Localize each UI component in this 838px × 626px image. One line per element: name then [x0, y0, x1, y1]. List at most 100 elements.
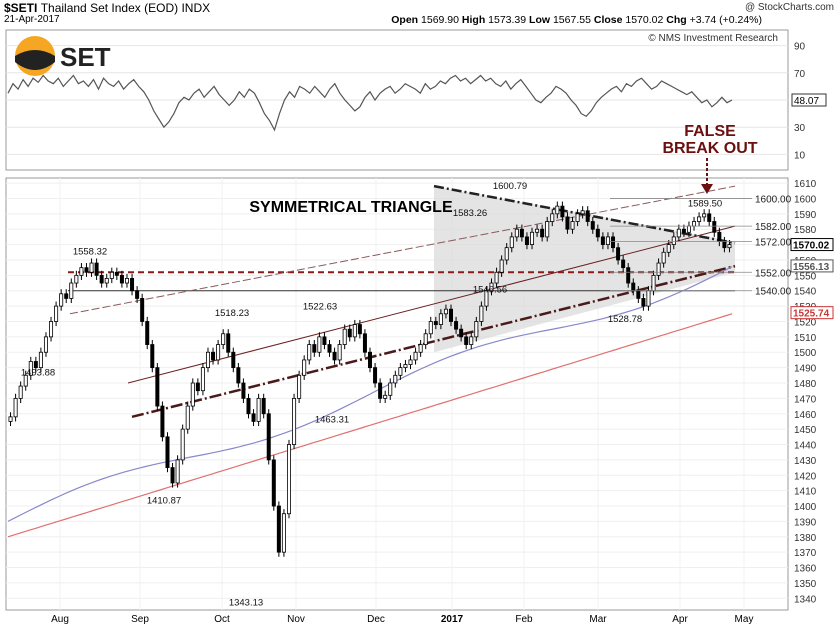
ma-blue [7, 266, 733, 522]
candle-body [79, 267, 84, 276]
level-label: 1552.00 [755, 268, 792, 279]
open-label: Open [391, 14, 419, 26]
low-value: 1567.55 [552, 14, 591, 26]
candle-body [38, 351, 43, 369]
candle-body [251, 413, 256, 422]
candle-body [717, 231, 722, 242]
peak-label: 1528.78 [608, 314, 642, 325]
close-value: 1570.02 [625, 14, 664, 26]
candle-body [266, 413, 271, 461]
symbol-ticker: $SETI [4, 1, 38, 15]
chart-symbol: $SETI Thailand Set Index (EOD) INDX [4, 1, 210, 15]
candle-body [33, 361, 38, 369]
candle-body [418, 344, 423, 353]
candle-body [292, 397, 297, 445]
candle-body [195, 382, 200, 392]
peak-label: 1343.13 [229, 597, 263, 608]
candle-body [565, 216, 570, 230]
rsi-value-label: 48.07 [794, 96, 819, 107]
price-tick-label: 1580 [794, 225, 817, 236]
price-tick-label: 1400 [794, 502, 817, 513]
candle-body [393, 374, 398, 384]
candle-body [150, 344, 155, 369]
candle-body [383, 394, 388, 399]
candle-body [69, 282, 74, 299]
candle-body [124, 278, 129, 284]
candle-body [631, 282, 636, 292]
candle-body [135, 290, 140, 299]
candle-body [347, 328, 352, 338]
candle-body [18, 385, 23, 399]
candle-body [261, 397, 266, 415]
candle-body [509, 236, 514, 249]
candle-body [585, 210, 590, 222]
candle-body [231, 351, 236, 369]
candle-body [697, 216, 702, 222]
peak-label: 1546.56 [473, 285, 507, 296]
candle-body [312, 344, 317, 353]
channel-mid [127, 225, 736, 384]
candle-body [23, 374, 28, 387]
x-tick-label: Apr [672, 614, 688, 625]
candle-body [13, 397, 18, 418]
candles [8, 201, 732, 557]
candle-body [221, 333, 226, 345]
x-axis-ticks: Aug Sep Oct Nov Dec 2017 Feb Mar Apr May [51, 614, 753, 625]
candle-body [681, 228, 686, 233]
candle-body [74, 274, 79, 284]
price-tick-label: 1350 [794, 579, 817, 590]
candle-body [514, 228, 519, 238]
candle-body [190, 382, 195, 407]
chart-source: @ StockCharts.com [744, 2, 834, 13]
candle-body [474, 321, 479, 338]
price-grid [6, 178, 788, 610]
candle-body [651, 274, 656, 292]
price-tick-label: 1500 [794, 348, 817, 359]
x-tick-label: 2017 [441, 614, 464, 625]
candle-body [499, 259, 504, 273]
candle-body [702, 213, 707, 218]
close-label: Close [593, 14, 623, 26]
candle-body [59, 293, 64, 307]
peak-label: 1463.31 [315, 415, 349, 426]
candle-body [479, 305, 484, 322]
candle-body [165, 436, 170, 468]
candle-body [241, 382, 246, 399]
rsi-tick-label: 70 [794, 69, 806, 80]
candle-body [130, 278, 135, 292]
candle-body [722, 241, 727, 249]
candle-body [575, 213, 580, 222]
candle-body [352, 324, 357, 338]
candle-body [555, 205, 560, 215]
candle-body [170, 467, 175, 484]
candle-body [49, 321, 54, 338]
candle-body [43, 336, 48, 353]
candle-body [428, 321, 433, 335]
candle-body [185, 405, 190, 430]
candle-body [671, 236, 676, 245]
price-tick-label: 1440 [794, 441, 817, 452]
candle-body [104, 278, 109, 284]
candle-body [236, 367, 241, 384]
candle-body [438, 313, 443, 325]
candle-body [398, 367, 403, 376]
candle-body [611, 236, 616, 249]
candle-body [656, 262, 661, 276]
candle-body [119, 274, 124, 284]
peak-label: 1410.87 [147, 495, 181, 506]
candle-body [464, 336, 469, 345]
candle-body [595, 228, 600, 238]
candle-body [276, 505, 281, 553]
candle-body [322, 336, 327, 345]
candle-body [28, 361, 33, 376]
peak-label: 1583.26 [453, 208, 487, 219]
low-label: Low [529, 14, 551, 26]
candle-body [621, 259, 626, 269]
rsi-tick-label: 90 [794, 42, 806, 53]
candle-body [175, 459, 180, 484]
candle-body [332, 351, 337, 361]
level-label: 1540.00 [755, 287, 792, 298]
logo-wave-icon [15, 50, 55, 70]
set-logo: SET [15, 36, 111, 76]
